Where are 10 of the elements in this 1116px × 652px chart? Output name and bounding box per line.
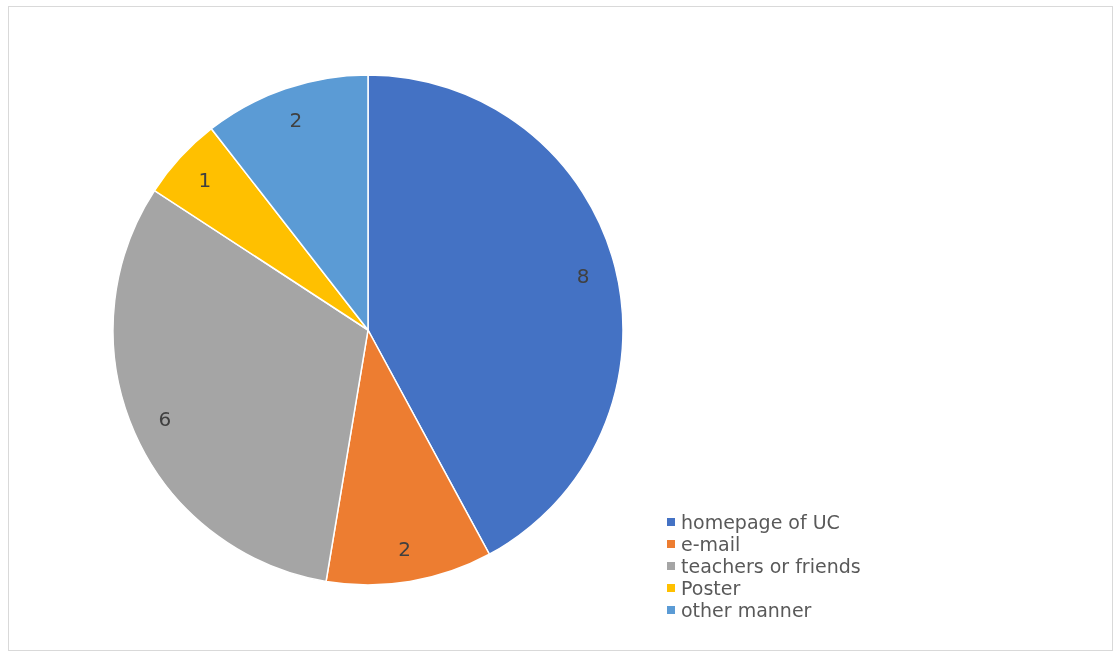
data-label: 1 <box>198 167 212 192</box>
data-label: 2 <box>289 108 303 133</box>
legend-label: Poster <box>681 577 741 599</box>
data-label: 2 <box>398 536 411 561</box>
data-label: 8 <box>576 263 590 288</box>
legend-label: teachers or friends <box>681 555 861 577</box>
legend-label: e-mail <box>681 533 741 555</box>
legend-label: other manner <box>681 599 812 621</box>
legend-label: homepage of UC <box>681 511 840 533</box>
data-label: 6 <box>158 407 172 432</box>
